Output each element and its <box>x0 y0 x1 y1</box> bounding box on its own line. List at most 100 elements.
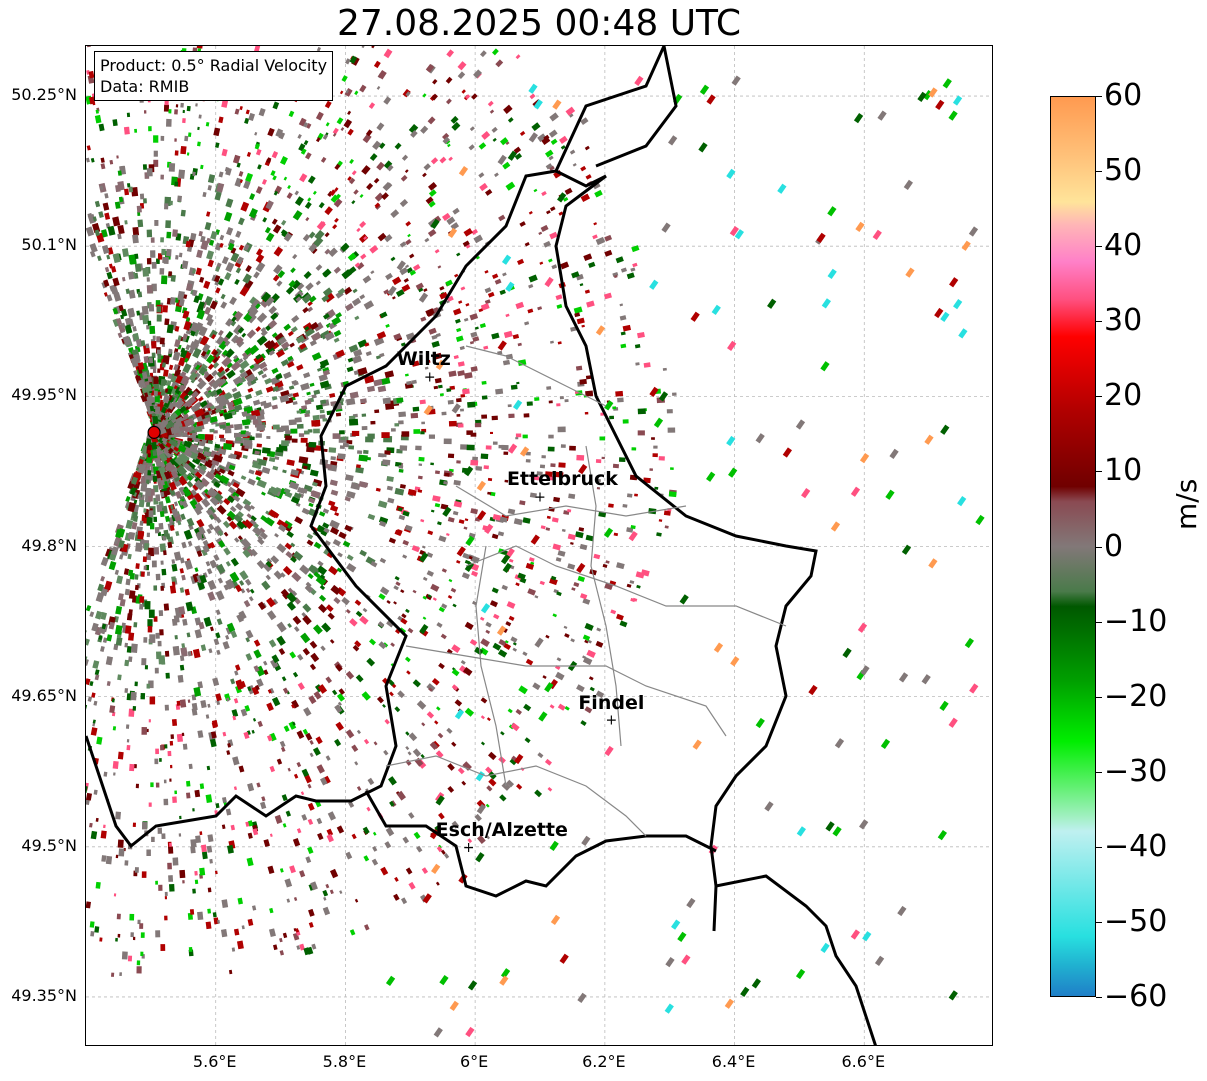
radar-echo-pixel <box>141 822 148 830</box>
radar-echo-pixel <box>541 136 551 146</box>
radar-echo-pixel <box>435 750 444 759</box>
radar-echo-pixel <box>365 351 372 357</box>
radar-echo-pixel <box>480 741 486 746</box>
radar-echo-pixel <box>200 844 207 853</box>
radar-echo-pixel <box>502 562 512 574</box>
radar-echo-pixel <box>233 354 239 360</box>
radar-echo-pixel <box>252 828 259 836</box>
radar-echo-pixel <box>351 430 360 436</box>
radar-echo-pixel <box>365 129 373 137</box>
radar-echo-pixel <box>501 584 508 591</box>
radar-echo-pixel <box>256 560 266 570</box>
radar-echo-pixel <box>189 909 195 915</box>
radar-echo-pixel <box>384 718 390 725</box>
radar-echo-pixel <box>138 458 144 466</box>
radar-echo-pixel <box>513 146 522 154</box>
radar-echo-pixel <box>354 761 359 766</box>
radar-echo-pixel <box>186 792 191 799</box>
radar-echo-pixel <box>427 116 436 125</box>
radar-echo-pixel <box>565 106 576 116</box>
radar-echo-pixel <box>256 782 261 788</box>
radar-echo-pixel <box>214 191 222 201</box>
radar-echo-pixel <box>207 506 216 515</box>
radar-echo-pixel <box>458 166 469 177</box>
radar-echo-pixel <box>86 629 87 636</box>
radar-echo-pixel <box>232 397 243 407</box>
radar-echo-pixel <box>447 227 458 238</box>
radar-echo-pixel <box>186 517 195 527</box>
radar-echo-pixel <box>171 387 177 395</box>
radar-echo-pixel <box>380 866 389 876</box>
radar-echo-pixel <box>585 174 592 180</box>
radar-echo-pixel <box>209 496 220 507</box>
radar-echo-pixel <box>283 232 293 242</box>
radar-echo-pixel <box>207 440 213 445</box>
radar-echo-pixel <box>546 210 551 215</box>
radar-echo-pixel <box>463 526 468 530</box>
radar-echo-pixel <box>310 331 322 342</box>
radar-echo-pixel <box>278 336 287 345</box>
radar-echo-pixel <box>199 400 208 408</box>
radar-echo-pixel <box>112 216 121 227</box>
radar-echo-pixel <box>126 112 131 118</box>
radar-echo-pixel <box>416 845 423 853</box>
city-label-ettelbruck: Ettelbruck <box>507 468 618 491</box>
radar-echo-pixel <box>188 371 198 382</box>
district-borders <box>385 345 787 837</box>
radar-echo-pixel <box>137 463 146 474</box>
radar-echo-pixel <box>390 209 400 218</box>
radar-echo-pixel <box>250 515 257 522</box>
radar-echo-pixel <box>199 276 205 283</box>
radar-echo-pixel <box>308 295 317 303</box>
radar-map[interactable]: + + + + <box>85 45 993 1046</box>
radar-echo-pixel <box>443 853 450 859</box>
radar-echo-pixel <box>243 519 254 530</box>
radar-echo-pixel <box>330 489 339 496</box>
radar-echo-pixel <box>420 753 425 759</box>
radar-echo-pixel <box>423 163 431 171</box>
radar-echo-pixel <box>280 746 286 753</box>
radar-echo-pixel <box>403 278 409 283</box>
radar-echo-pixel <box>286 192 293 200</box>
radar-echo-pixel <box>338 531 347 540</box>
radar-echo-pixel <box>172 351 181 362</box>
radar-echo-pixel <box>120 322 126 329</box>
radar-echo-pixel <box>226 226 234 236</box>
radar-echo-pixel <box>216 368 226 378</box>
radar-echo-pixel <box>474 646 484 656</box>
radar-echo-pixel <box>447 595 453 600</box>
radar-echo-pixel <box>184 135 189 142</box>
radar-echo-pixel <box>361 691 371 701</box>
radar-echo-pixel <box>174 790 178 795</box>
radar-echo-pixel <box>430 157 439 165</box>
radar-echo-pixel <box>406 267 413 274</box>
radar-echo-pixel <box>576 317 585 325</box>
radar-echo-pixel <box>91 692 96 698</box>
radar-echo-pixel <box>574 312 581 318</box>
radar-echo-pixel <box>205 561 211 567</box>
radar-echo-pixel <box>949 277 959 288</box>
radar-echo-pixel <box>164 650 170 657</box>
radar-echo-pixel <box>86 157 90 163</box>
radar-echo-pixel <box>362 826 370 835</box>
radar-echo-pixel <box>438 606 446 613</box>
radar-echo-pixel <box>246 857 254 867</box>
radar-echo-pixel <box>158 655 166 665</box>
radar-echo-pixel <box>159 337 165 345</box>
radar-echo-pixel <box>649 279 659 290</box>
radar-echo-pixel <box>261 447 271 454</box>
radar-echo-pixel <box>269 687 275 694</box>
radar-echo-pixel <box>285 286 295 295</box>
radar-echo-pixel <box>208 379 217 387</box>
radar-echo-pixel <box>308 908 315 917</box>
radar-echo-pixel <box>249 296 257 305</box>
lat-tick-label: 49.35°N <box>11 985 77 1005</box>
radar-echo-pixel <box>384 370 395 379</box>
radar-echo-pixel <box>485 188 493 196</box>
radar-echo-pixel <box>231 947 236 952</box>
radar-echo-pixel <box>559 953 569 964</box>
radar-echo-pixel <box>488 751 497 761</box>
radar-echo-pixel <box>550 340 554 344</box>
radar-echo-pixel <box>372 846 378 852</box>
radar-echo-pixel <box>808 684 818 696</box>
